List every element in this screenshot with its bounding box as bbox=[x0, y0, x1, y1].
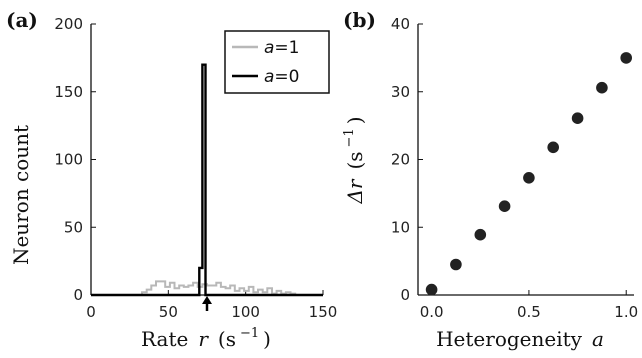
scatter-point bbox=[523, 172, 535, 184]
scatter-point bbox=[547, 141, 559, 154]
x-tick-label: 0 bbox=[86, 303, 96, 321]
x-tick-label: 50 bbox=[159, 303, 178, 321]
y-axis-label: Δr (s −1 ) bbox=[340, 116, 367, 204]
y-tick-label: 30 bbox=[391, 83, 410, 101]
scatter-plot-area bbox=[417, 23, 634, 296]
legend: a=1 a=0 bbox=[224, 30, 330, 94]
y-tick-label: 20 bbox=[391, 151, 410, 169]
histogram-series-a0 bbox=[91, 63, 323, 297]
scatter-point bbox=[498, 200, 511, 212]
y-tick-label: 100 bbox=[54, 151, 83, 169]
mean-rate-arrow-head bbox=[202, 296, 212, 304]
y-tick-label: 150 bbox=[54, 83, 83, 101]
x-tick-label: 150 bbox=[309, 303, 338, 321]
scatter-point bbox=[620, 52, 632, 64]
histogram-plot-area bbox=[90, 23, 324, 311]
x-tick-labels: 0.0 0.5 1.0 bbox=[420, 303, 638, 321]
x-tick-label: 1.0 bbox=[614, 303, 638, 321]
x-axis-label: Heterogeneity a bbox=[436, 327, 604, 351]
panel-b: (b) 0 10 20 30 40 0.0 0.5 1.0 Δr (s −1 ) Heter… bbox=[340, 8, 638, 351]
legend-label-a1: a=1 bbox=[264, 38, 299, 58]
x-tick-label: 0.0 bbox=[420, 303, 444, 321]
scatter-point bbox=[474, 228, 487, 241]
histogram-series-a1 bbox=[137, 280, 300, 296]
y-tick-label: 40 bbox=[391, 15, 410, 33]
panel-label-b: (b) bbox=[343, 8, 376, 32]
y-tick-labels: 0 10 20 30 40 bbox=[391, 15, 410, 304]
x-tick-labels: 0 50 100 150 bbox=[86, 303, 337, 321]
y-tick-label: 200 bbox=[54, 15, 83, 33]
y-tick-label: 0 bbox=[400, 286, 410, 304]
y-tick-label: 0 bbox=[73, 286, 83, 304]
legend-box bbox=[224, 30, 330, 94]
scatter-point bbox=[596, 81, 608, 94]
x-tick-label: 0.5 bbox=[517, 303, 541, 321]
x-axis-label: Rate r (s −1 ) bbox=[141, 324, 271, 351]
x-tick-label: 100 bbox=[231, 303, 260, 321]
y-axis-label: Neuron count bbox=[9, 125, 33, 265]
scatter-point bbox=[425, 283, 438, 296]
legend-label-a0: a=0 bbox=[264, 67, 299, 87]
y-tick-label: 50 bbox=[64, 218, 83, 236]
scatter-point bbox=[571, 112, 584, 124]
y-tick-labels: 0 50 100 150 200 bbox=[54, 15, 83, 304]
y-tick-label: 10 bbox=[391, 218, 410, 236]
scatter-point bbox=[450, 258, 462, 271]
panel-label-a: (a) bbox=[6, 8, 38, 32]
